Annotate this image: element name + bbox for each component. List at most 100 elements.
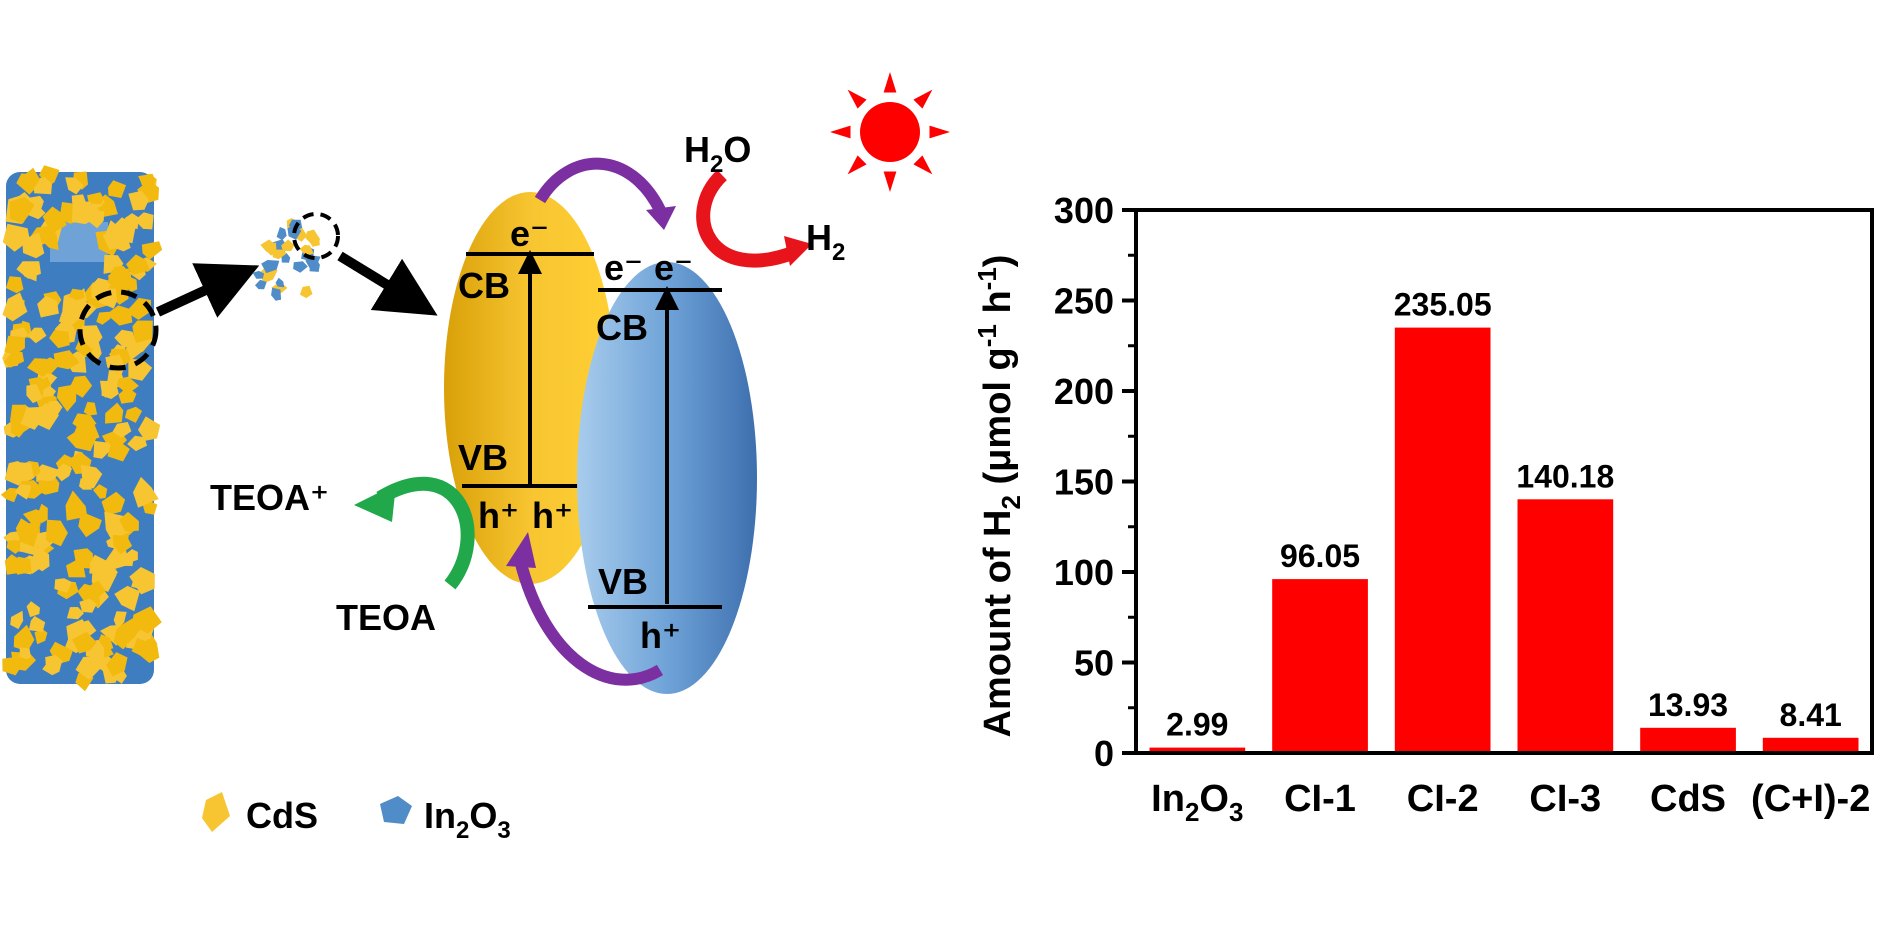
cds-flake (79, 325, 103, 351)
cds-flake (78, 511, 102, 538)
legend-item-in2o3: In2O3 (380, 795, 511, 844)
cds-flake (107, 441, 130, 462)
cds-flake (12, 556, 32, 575)
bar-(C+I)-2 (1762, 737, 1859, 753)
bar-CdS (1640, 727, 1736, 753)
y-axis-label: Amount of H2 (μmol g-1 h-1) (972, 255, 1026, 738)
cds-flake (29, 547, 50, 572)
cds-flake (271, 287, 282, 301)
cds-flake (53, 463, 72, 482)
in2o3-flake (293, 261, 308, 273)
cds-flake (23, 167, 40, 188)
in2o3-electron-label-1: e⁻ (604, 247, 643, 288)
cds-flake (96, 311, 111, 325)
zoom-circle-rod (77, 289, 159, 371)
x-tick-label-CI-1: CI-1 (1284, 778, 1356, 820)
x-tick-label-(C+I)-2: (C+I)-2 (1751, 778, 1870, 820)
cds-flake (4, 335, 26, 355)
sun-ray (913, 89, 933, 109)
y-tick-label: 100 (1054, 552, 1114, 593)
cds-flake (132, 320, 153, 344)
cds-flake (93, 440, 113, 459)
cds-flake (4, 352, 25, 368)
cds-flake (49, 330, 70, 349)
cds-flake (255, 279, 267, 290)
cds-flake (42, 385, 57, 398)
teoa-plus-label: TEOA⁺ (210, 477, 329, 518)
sun-ray (883, 171, 897, 192)
cds-flake (28, 616, 46, 632)
cds-flake (305, 255, 321, 272)
cds-flake (120, 553, 135, 567)
zoom-circle-cluster (292, 212, 340, 260)
cds-flake (6, 540, 21, 554)
in2o3-flake (261, 260, 280, 274)
y-tick-label: 200 (1054, 371, 1114, 412)
cds-flake (134, 212, 154, 230)
teoa-label: TEOA (336, 597, 436, 638)
cds-flake (71, 201, 95, 225)
cds-flake (126, 254, 151, 275)
cds-flake (308, 236, 320, 247)
cds-flake (42, 661, 62, 676)
cds-flake (139, 173, 157, 188)
cds-band-diagram: e⁻ CB VB h⁺ h⁺ (444, 192, 616, 584)
cds-flake (36, 464, 62, 482)
h2-evolution-arrow (696, 169, 812, 268)
cds-flake (101, 491, 126, 516)
cds-flake (114, 329, 136, 348)
cds-flake (4, 461, 29, 486)
cds-flake (132, 606, 162, 634)
plot-frame (1134, 208, 1874, 755)
cds-flake (276, 227, 287, 241)
cds-flake (106, 305, 133, 326)
cds-flake (108, 180, 127, 198)
legend-item-cds: CdS (202, 792, 318, 836)
legend-label-cds: CdS (246, 795, 318, 836)
cds-flake (112, 534, 133, 555)
sun-ray (847, 89, 867, 109)
cds-flake (106, 652, 128, 677)
sun-ray (883, 72, 897, 93)
h2-evolution-bar-chart: 2.99 96.05 235.05 140.18 13.93 8.41 0 50 100 150… (972, 190, 1874, 827)
cds-flake (125, 341, 143, 360)
cds-flake (101, 383, 119, 399)
cds-flake (118, 386, 137, 404)
cds-flake (26, 601, 40, 618)
cds-flake (37, 295, 59, 318)
cds-flake-icon (202, 792, 230, 832)
cds-flake (93, 484, 108, 499)
in2o3-flake (252, 270, 265, 279)
cds-hole-label-2: h⁺ (532, 495, 573, 536)
cds-cb-label: CB (458, 265, 510, 306)
sun-ray (847, 155, 867, 175)
cds-flake (105, 220, 127, 242)
cds-flake (114, 585, 140, 612)
cds-flake (87, 192, 104, 205)
in2o3-band-diagram: e⁻ e⁻ CB VB h⁺ (577, 247, 757, 694)
zoom-arrow-1 (155, 263, 260, 318)
nanorod-composite (0, 165, 163, 692)
y-tick-label: 250 (1054, 281, 1114, 322)
nanoparticle-cluster (252, 212, 340, 301)
in2o3-flake (299, 285, 313, 299)
cds-flake (75, 656, 101, 681)
cds-flake (72, 631, 97, 654)
x-tick-labels-group: In2O3 CI-1 CI-2 CI-3 CdS (C+I)-2 (1151, 778, 1870, 827)
cds-flake (14, 484, 31, 500)
cds-flake (113, 266, 132, 289)
y-ticks-group: 0 50 100 150 200 250 300 (1054, 190, 1136, 774)
sun-ray (913, 155, 933, 175)
cds-flake (281, 239, 295, 252)
y-tick-label: 150 (1054, 462, 1114, 503)
cds-flake (33, 402, 59, 430)
data-label-(C+I)-2: 8.41 (1780, 697, 1842, 733)
cds-flake (127, 435, 148, 452)
cds-flake (66, 559, 86, 578)
data-label-In2O3: 2.99 (1166, 707, 1228, 743)
hole-transfer-arrow (506, 532, 664, 686)
y-tick-label: 50 (1074, 643, 1114, 684)
cds-flake (66, 607, 84, 620)
in2o3-hole-label: h⁺ (640, 615, 681, 656)
